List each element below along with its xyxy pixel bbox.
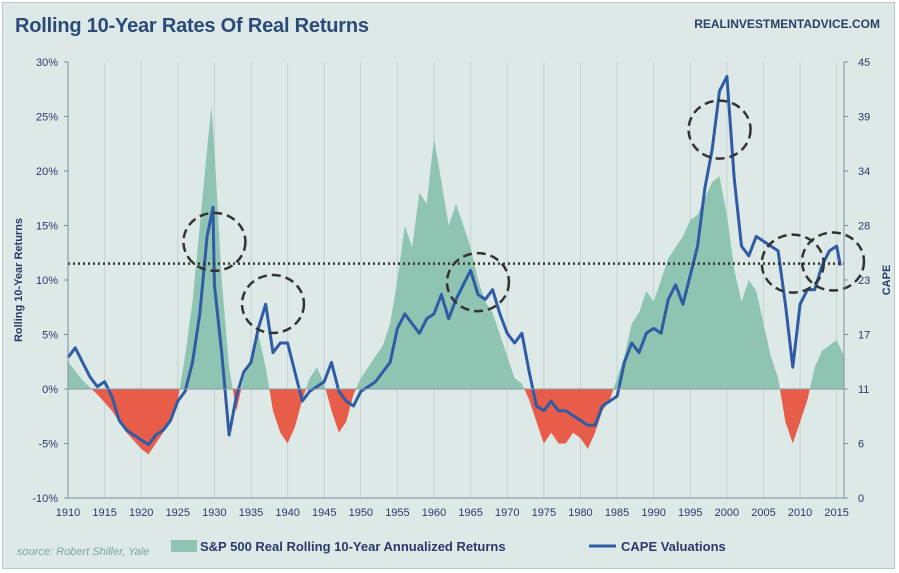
y-left-tick-5: 15% <box>36 221 58 233</box>
y-left-tick-7: 25% <box>36 112 58 124</box>
y-right-tick-8: 45 <box>858 57 870 69</box>
x-tick-1935: 1935 <box>239 507 263 519</box>
legend-swatch-returns <box>171 540 197 552</box>
highlight-circle-4 <box>687 99 752 160</box>
highlight-circle-2 <box>240 273 306 335</box>
x-tick-1960: 1960 <box>422 507 446 519</box>
x-tick-1940: 1940 <box>275 507 299 519</box>
returns-area-negative <box>68 389 844 455</box>
returns-area-positive <box>68 105 844 389</box>
highlight-circle-6 <box>800 231 866 292</box>
x-tick-1925: 1925 <box>166 507 190 519</box>
y-left-tick-3: 5% <box>42 330 58 342</box>
highlight-circle-5 <box>760 233 826 294</box>
chart-title: Rolling 10-Year Rates Of Real Returns <box>15 15 369 37</box>
y-left-tick-0: -10% <box>32 493 58 505</box>
cape-line-group <box>66 75 842 447</box>
y-left-tick-6: 20% <box>36 166 58 178</box>
cape-line <box>66 75 842 447</box>
y-axis-right-title: CAPE <box>881 265 893 296</box>
y-right-tick-5: 28 <box>858 221 870 233</box>
y-right-tick-4: 23 <box>858 275 870 287</box>
x-tick-1980: 1980 <box>568 507 592 519</box>
x-tick-1985: 1985 <box>605 507 629 519</box>
x-tick-1910: 1910 <box>56 507 80 519</box>
returns-area <box>68 105 844 455</box>
x-tick-1955: 1955 <box>385 507 409 519</box>
x-tick-1990: 1990 <box>641 507 665 519</box>
x-tick-1930: 1930 <box>202 507 226 519</box>
x-tick-2005: 2005 <box>751 507 775 519</box>
y-right-tick-0: 0 <box>858 493 864 505</box>
y-axis-left-title: Rolling 10-Year Returns <box>13 218 25 342</box>
legend: S&P 500 Real Rolling 10-Year Annualized … <box>171 539 726 554</box>
x-tick-1915: 1915 <box>92 507 116 519</box>
axes: 1910 1915 1920 1925 1930 1935 1940 1945 1950 1955… <box>32 57 870 519</box>
legend-label-cape: CAPE Valuations <box>621 539 726 554</box>
brand-label: REALINVESTMENTADVICE.COM <box>694 17 880 31</box>
highlight-circle-3 <box>445 251 511 313</box>
x-tick-1975: 1975 <box>532 507 556 519</box>
x-tick-2010: 2010 <box>788 507 812 519</box>
y-right-tick-7: 39 <box>858 112 870 124</box>
x-tick-2015: 2015 <box>824 507 848 519</box>
y-left-tick-8: 30% <box>36 57 58 69</box>
x-tick-2000: 2000 <box>715 507 739 519</box>
x-tick-1965: 1965 <box>458 507 482 519</box>
x-tick-1995: 1995 <box>678 507 702 519</box>
y-right-tick-3: 17 <box>858 330 870 342</box>
y-left-tick-1: -5% <box>38 439 58 451</box>
x-tick-1920: 1920 <box>129 507 153 519</box>
legend-label-returns: S&P 500 Real Rolling 10-Year Annualized … <box>200 539 506 554</box>
y-right-tick-1: 6 <box>858 439 864 451</box>
x-tick-1945: 1945 <box>312 507 336 519</box>
y-right-tick-6: 34 <box>858 166 870 178</box>
y-left-tick-4: 10% <box>36 275 58 287</box>
y-right-tick-2: 11 <box>858 384 869 396</box>
source-note: source: Robert Shiller, Yale <box>17 546 150 558</box>
x-tick-1970: 1970 <box>495 507 519 519</box>
highlight-circle-1 <box>182 211 247 273</box>
highlight-circles <box>182 99 866 335</box>
y-left-tick-2: 0% <box>42 384 58 396</box>
x-tick-1950: 1950 <box>349 507 373 519</box>
